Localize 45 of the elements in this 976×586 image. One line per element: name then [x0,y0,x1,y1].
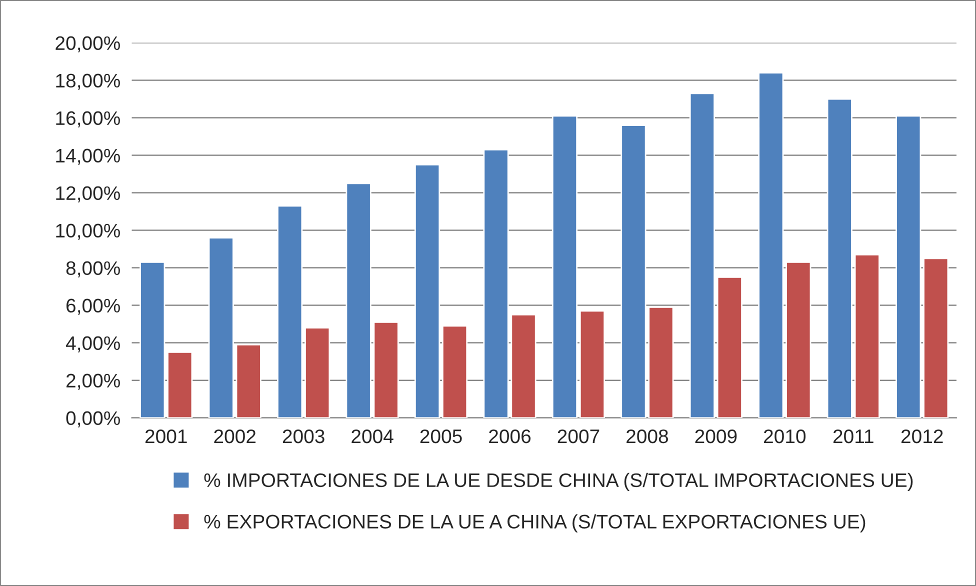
y-tick-label: 8,00% [66,261,120,278]
y-tick-label: 4,00% [66,336,120,352]
bar [786,261,812,418]
x-tick-label: 2001 [145,429,187,444]
bar [277,205,303,418]
y-tick-label: 20,00% [56,36,120,52]
bar [346,182,372,418]
y-tick-label: 14,00% [56,148,120,165]
bar [140,261,166,418]
x-tick-label: 2011 [833,429,874,444]
y-tick-label: 0,00% [66,411,120,428]
x-tick-label: 2005 [420,429,462,444]
bar [304,327,330,418]
bar [689,92,715,418]
legend-label: % IMPORTACIONES DE LA UE DESDE CHINA (S/TOTAL IMPORTACIONES UE) [204,472,913,491]
bar [442,325,468,418]
bar [373,321,399,418]
x-tick-label: 2003 [282,429,324,444]
x-tick-label: 2007 [558,429,600,444]
bar [236,344,262,418]
legend-label: % EXPORTACIONES DE LA UE A CHINA (S/TOTAL EXPORTACIONES UE) [204,514,866,532]
bar [826,98,852,418]
x-tick-label: 2004 [352,429,394,444]
x-tick-label: 2012 [901,429,943,444]
x-tick-label: 2008 [626,429,668,444]
bar [716,276,742,418]
bar [896,115,922,418]
bar [208,237,234,418]
bar [552,115,578,418]
x-tick-label: 2009 [695,429,737,444]
x-tick-label: 2010 [764,429,806,444]
bar [758,72,784,418]
y-tick-label: 6,00% [66,298,120,315]
bar [414,164,440,418]
bar [579,310,606,418]
y-tick-label: 12,00% [56,186,120,202]
bar [854,254,880,418]
bar [167,351,193,418]
y-tick-label: 2,00% [66,374,120,390]
x-tick-label: 2002 [214,429,256,444]
bar [923,258,949,418]
y-tick-label: 16,00% [56,111,120,128]
y-tick-label: 18,00% [56,74,120,90]
x-tick-label: 2006 [489,429,531,444]
y-tick-label: 10,00% [56,224,120,240]
